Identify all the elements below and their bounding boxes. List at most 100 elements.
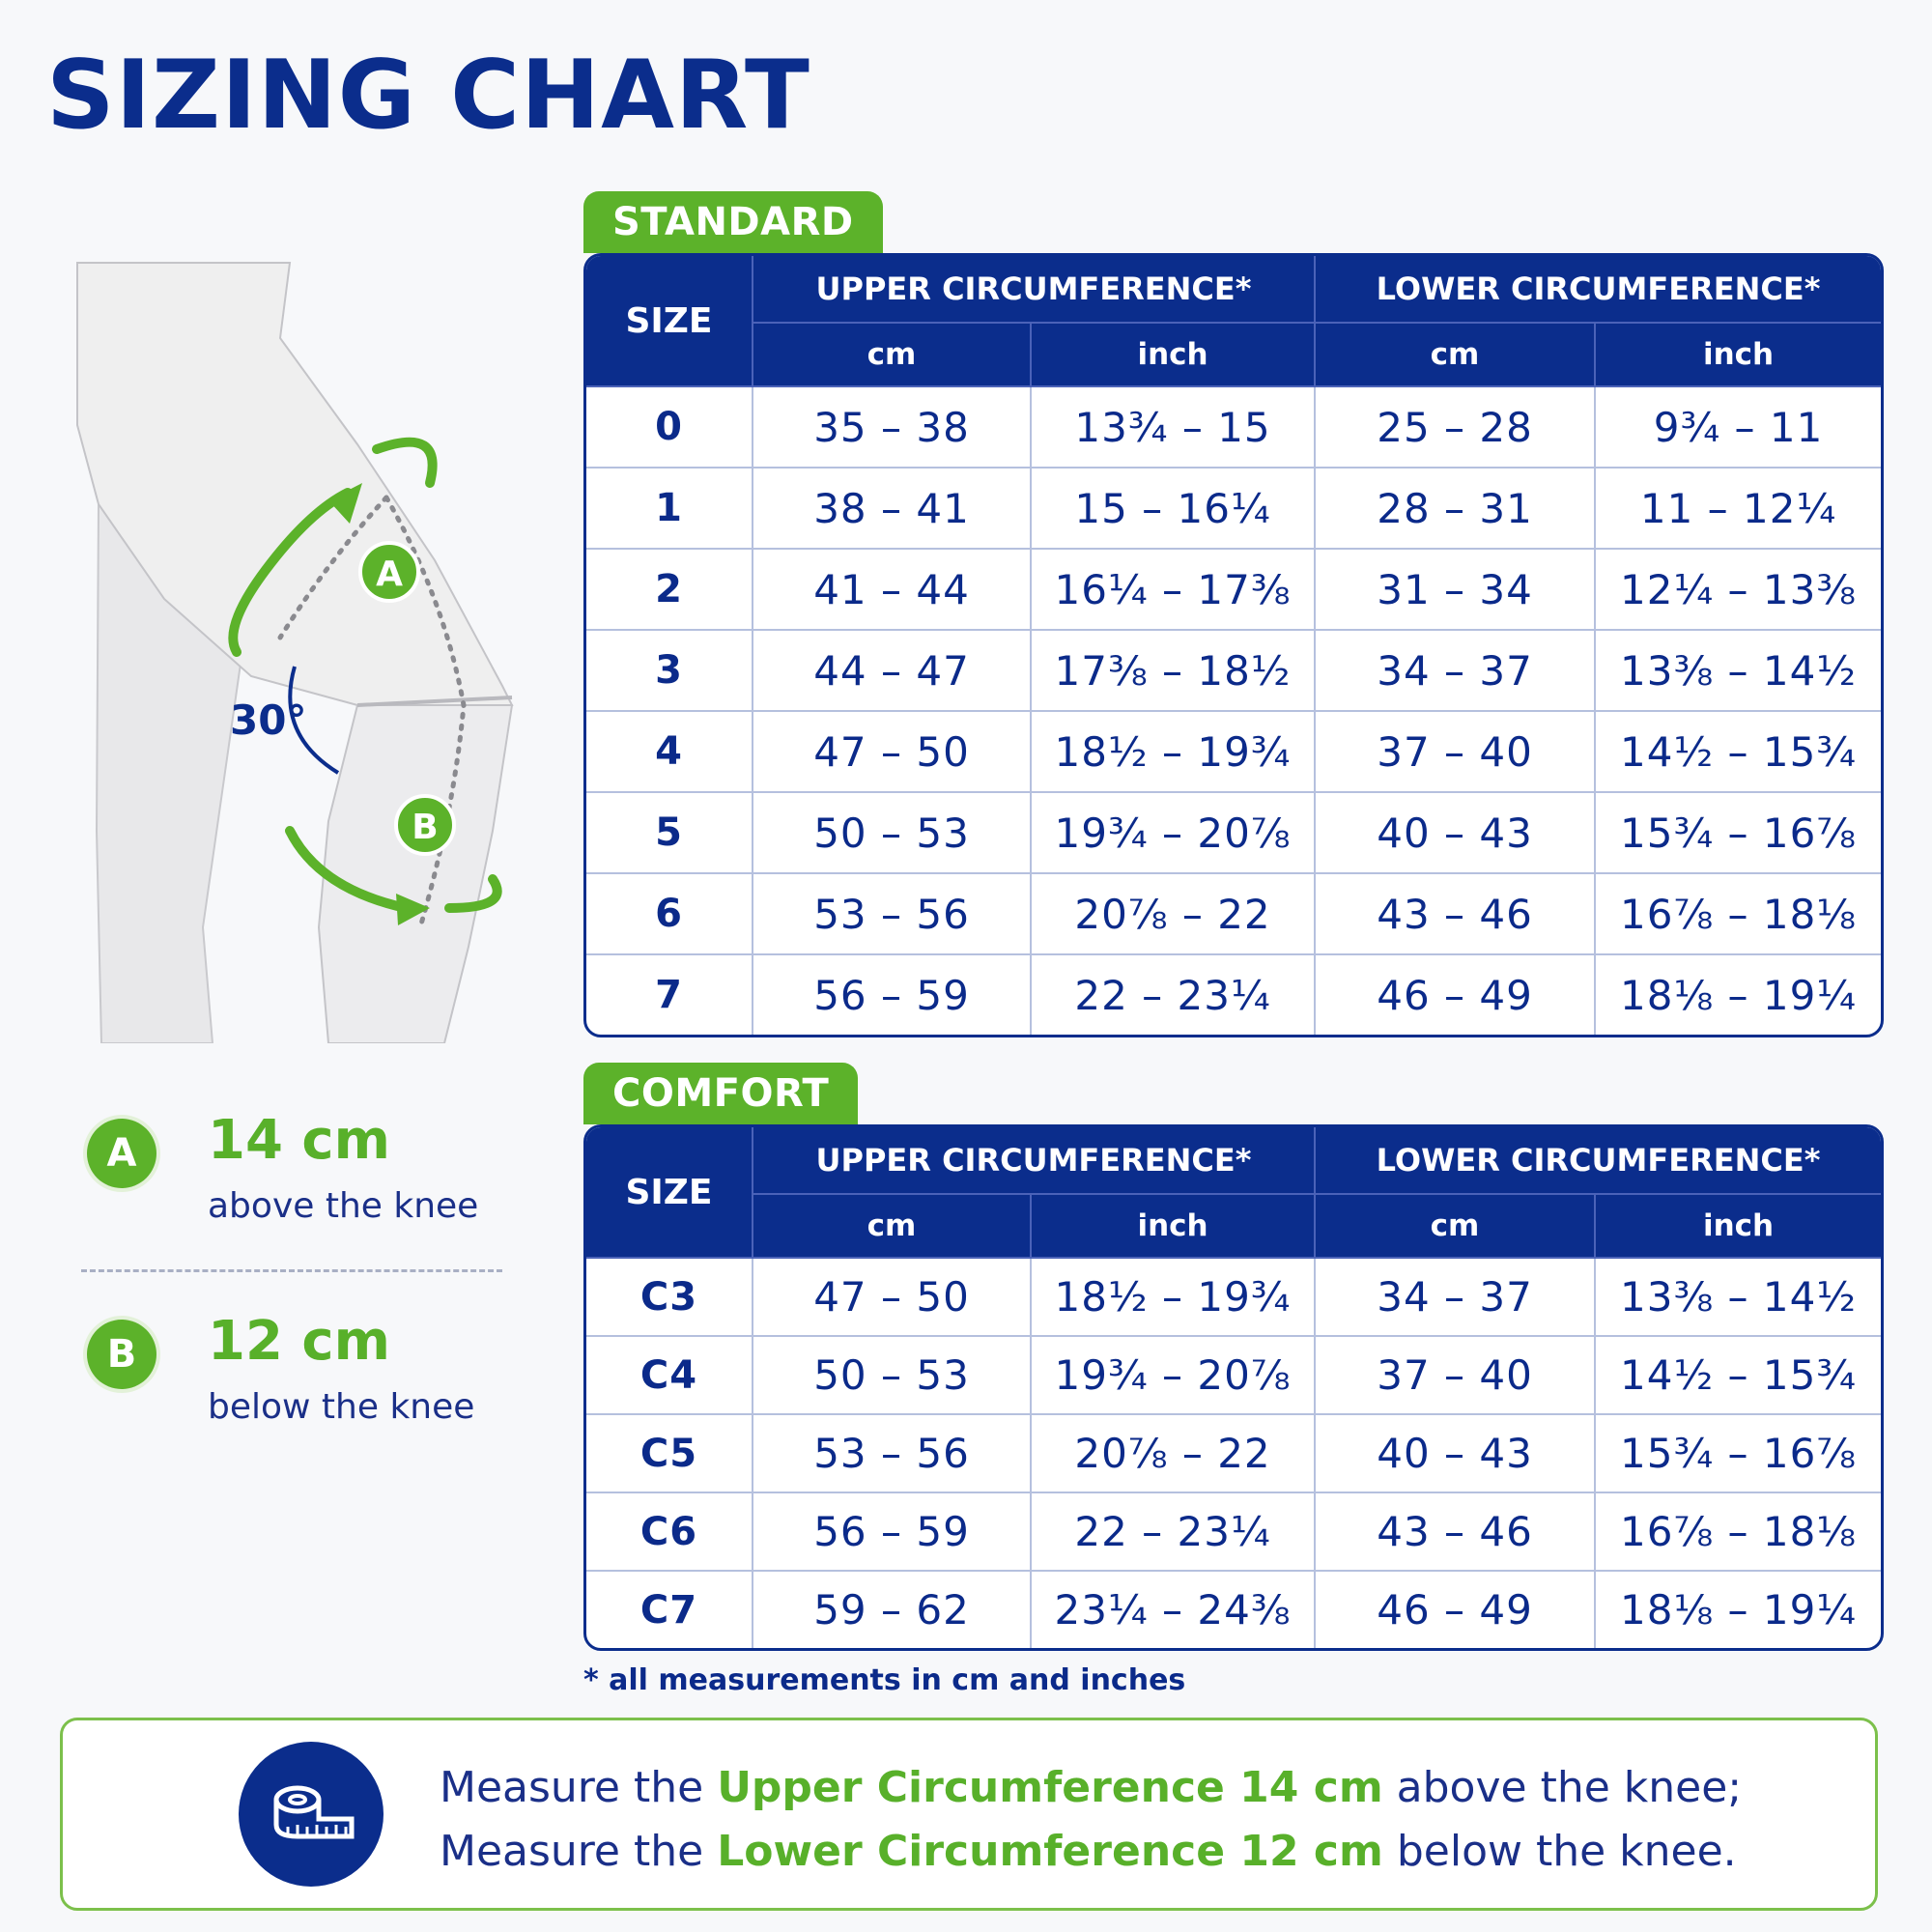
legend-description-b: below the knee bbox=[208, 1387, 475, 1427]
measurement-cell: 18⅛ – 19¼ bbox=[1594, 953, 1881, 1035]
measurement-cell: 13⅜ – 14½ bbox=[1594, 629, 1881, 712]
measurement-cell: 34 – 37 bbox=[1314, 629, 1597, 712]
legend-badge-a: A bbox=[87, 1119, 156, 1188]
lower-inch-header: inch bbox=[1594, 1194, 1881, 1259]
size-cell: 3 bbox=[586, 629, 753, 712]
shin-shape bbox=[317, 704, 514, 1043]
upper-circumference-header: UPPER CIRCUMFERENCE* bbox=[751, 256, 1317, 324]
measuring-tape-icon bbox=[239, 1742, 384, 1887]
standard-section-tag: STANDARD bbox=[583, 191, 883, 253]
measurement-cell: 31 – 34 bbox=[1314, 548, 1597, 631]
size-cell: 6 bbox=[586, 872, 753, 955]
size-header: SIZE bbox=[586, 1127, 753, 1259]
instruction-lower-suffix: below the knee. bbox=[1382, 1827, 1737, 1876]
upper-circumference-header: UPPER CIRCUMFERENCE* bbox=[751, 1127, 1317, 1195]
measurement-cell: 13⅜ – 14½ bbox=[1594, 1257, 1881, 1337]
table-row: C3 47 – 50 18½ – 19¾ 34 – 37 13⅜ – 14½ bbox=[586, 1257, 1881, 1337]
measurement-cell: 41 – 44 bbox=[752, 548, 1032, 631]
measurement-cell: 47 – 50 bbox=[752, 1257, 1032, 1337]
measurement-cell: 15¾ – 16⅞ bbox=[1594, 1413, 1881, 1493]
measurement-cell: 34 – 37 bbox=[1314, 1257, 1597, 1337]
measurement-cell: 16¼ – 17⅜ bbox=[1029, 548, 1317, 631]
measurement-instruction-box: Measure the Upper Circumference 14 cm ab… bbox=[60, 1718, 1878, 1911]
table-row: 3 44 – 47 17⅜ – 18½ 34 – 37 13⅜ – 14½ bbox=[586, 629, 1881, 712]
measurement-cell: 16⅞ – 18⅛ bbox=[1594, 1492, 1881, 1572]
table-row: C4 50 – 53 19¾ – 20⅞ 37 – 40 14½ – 15¾ bbox=[586, 1335, 1881, 1415]
measurement-cell: 38 – 41 bbox=[752, 467, 1032, 550]
measurement-cell: 46 – 49 bbox=[1314, 1570, 1597, 1648]
legend-badge-b: B bbox=[87, 1320, 156, 1389]
lower-circumference-arrow bbox=[285, 826, 411, 913]
marker-a-circle bbox=[358, 541, 420, 603]
page-title: SIZING CHART bbox=[46, 41, 810, 151]
legend-distance-a: 14 cm bbox=[208, 1109, 390, 1172]
upper-arrowhead bbox=[328, 483, 362, 524]
size-cell: 2 bbox=[586, 548, 753, 631]
instruction-line-upper: Measure the Upper Circumference 14 cm ab… bbox=[440, 1763, 1742, 1812]
measurement-cell: 28 – 31 bbox=[1314, 467, 1597, 550]
marker-a-label: A bbox=[376, 554, 403, 594]
size-cell: C4 bbox=[586, 1335, 753, 1415]
measurement-cell: 12¼ – 13⅜ bbox=[1594, 548, 1881, 631]
standard-size-table: SIZE UPPER CIRCUMFERENCE* LOWER CIRCUMFE… bbox=[583, 253, 1884, 1037]
measurement-cell: 40 – 43 bbox=[1314, 791, 1597, 874]
upper-dotted-ring bbox=[277, 495, 389, 640]
measurement-cell: 43 – 46 bbox=[1314, 1492, 1597, 1572]
measurement-cell: 14½ – 15¾ bbox=[1594, 710, 1881, 793]
lower-circumference-header: LOWER CIRCUMFERENCE* bbox=[1314, 256, 1881, 324]
upper-cm-header: cm bbox=[752, 323, 1032, 387]
instruction-line-lower: Measure the Lower Circumference 12 cm be… bbox=[440, 1827, 1737, 1876]
measurement-cell: 22 – 23¼ bbox=[1029, 953, 1317, 1035]
measurement-cell: 17⅜ – 18½ bbox=[1029, 629, 1317, 712]
measurement-cell: 25 – 28 bbox=[1314, 385, 1597, 469]
instruction-lower-prefix: Measure the bbox=[440, 1827, 718, 1876]
measurement-cell: 20⅞ – 22 bbox=[1029, 872, 1317, 955]
table-row: 5 50 – 53 19¾ – 20⅞ 40 – 43 15¾ – 16⅞ bbox=[586, 791, 1881, 874]
footnote: * all measurements in cm and inches bbox=[583, 1663, 1186, 1697]
measurement-cell: 37 – 40 bbox=[1314, 710, 1597, 793]
measurement-cell: 19¾ – 20⅞ bbox=[1029, 791, 1317, 874]
upper-circumference-arrow bbox=[228, 488, 353, 657]
legend-item-a: A 14 cm above the knee bbox=[87, 1111, 541, 1246]
marker-b-label: B bbox=[412, 808, 438, 847]
lower-inch-header: inch bbox=[1594, 323, 1881, 387]
measurement-cell: 44 – 47 bbox=[752, 629, 1032, 712]
lower-ring-back bbox=[444, 874, 502, 913]
measurement-cell: 15 – 16¼ bbox=[1029, 467, 1317, 550]
table-row: 0 35 – 38 13¾ – 15 25 – 28 9¾ – 11 bbox=[586, 385, 1881, 469]
measurement-cell: 50 – 53 bbox=[752, 1335, 1032, 1415]
instruction-upper-highlight: Upper Circumference 14 cm bbox=[717, 1763, 1383, 1812]
size-cell: 7 bbox=[586, 953, 753, 1035]
measurement-cell: 53 – 56 bbox=[752, 872, 1032, 955]
comfort-size-table: SIZE UPPER CIRCUMFERENCE* LOWER CIRCUMFE… bbox=[583, 1124, 1884, 1651]
lower-arrowhead bbox=[396, 894, 430, 925]
measurement-cell: 46 – 49 bbox=[1314, 953, 1597, 1035]
measurement-cell: 22 – 23¼ bbox=[1029, 1492, 1317, 1572]
measurement-cell: 18½ – 19¾ bbox=[1029, 710, 1317, 793]
size-cell: 0 bbox=[586, 385, 753, 469]
measurement-cell: 16⅞ – 18⅛ bbox=[1594, 872, 1881, 955]
instruction-upper-suffix: above the knee; bbox=[1382, 1763, 1743, 1812]
upper-inch-header: inch bbox=[1029, 1194, 1317, 1259]
size-cell: 1 bbox=[586, 467, 753, 550]
comfort-section-tag: COMFORT bbox=[583, 1063, 859, 1124]
legend-divider bbox=[81, 1269, 502, 1272]
table-row: 4 47 – 50 18½ – 19¾ 37 – 40 14½ – 15¾ bbox=[586, 710, 1881, 793]
size-cell: C5 bbox=[586, 1413, 753, 1493]
upper-ring-back bbox=[372, 437, 438, 488]
measurement-cell: 56 – 59 bbox=[752, 953, 1032, 1035]
size-cell: 4 bbox=[586, 710, 753, 793]
measurement-cell: 11 – 12¼ bbox=[1594, 467, 1881, 550]
angle-label: 30° bbox=[230, 696, 306, 744]
measurement-cell: 37 – 40 bbox=[1314, 1335, 1597, 1415]
lower-cm-header: cm bbox=[1314, 323, 1597, 387]
lower-cm-header: cm bbox=[1314, 1194, 1597, 1259]
table-row: 2 41 – 44 16¼ – 17⅜ 31 – 34 12¼ – 13⅜ bbox=[586, 548, 1881, 631]
measurement-cell: 50 – 53 bbox=[752, 791, 1032, 874]
measurement-cell: 19¾ – 20⅞ bbox=[1029, 1335, 1317, 1415]
standard-table-body: 0 35 – 38 13¾ – 15 25 – 28 9¾ – 11 1 38 – 41 15… bbox=[586, 385, 1881, 1035]
table-row: C6 56 – 59 22 – 23¼ 43 – 46 16⅞ – 18⅛ bbox=[586, 1492, 1881, 1572]
measurement-cell: 35 – 38 bbox=[752, 385, 1032, 469]
legend-distance-b: 12 cm bbox=[208, 1310, 390, 1373]
measurement-cell: 9¾ – 11 bbox=[1594, 385, 1881, 469]
